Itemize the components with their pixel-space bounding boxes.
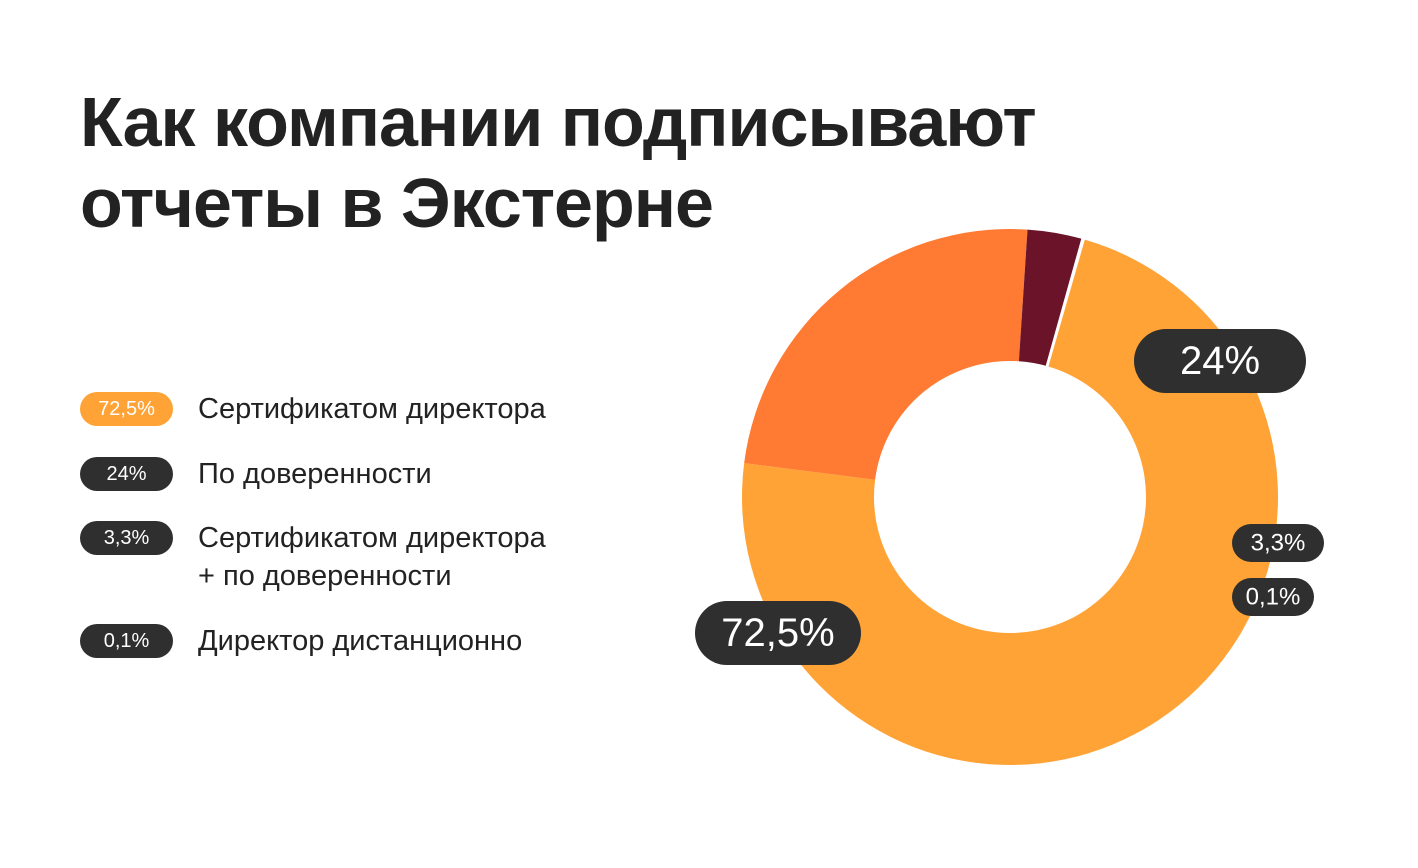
slice-label-badge bbox=[1232, 524, 1324, 562]
legend-badge: 24% bbox=[80, 457, 173, 491]
legend-label-line-2: + по доверенности bbox=[198, 560, 452, 592]
donut-slice bbox=[744, 229, 1028, 480]
legend-label: Директор дистанционно bbox=[198, 622, 522, 660]
legend-label-line: Сертификатом директора bbox=[198, 393, 546, 425]
legend-badge: 72,5% bbox=[80, 392, 173, 426]
legend-badge: 0,1% bbox=[80, 624, 173, 658]
slice-label-badge bbox=[1232, 578, 1314, 616]
slice-label: 24% bbox=[1134, 329, 1306, 393]
slice-label-text: 0,1% bbox=[1246, 584, 1301, 611]
donut-slices bbox=[742, 229, 1278, 766]
legend-label-line: Директор дистанционно bbox=[198, 625, 523, 657]
legend-label: По доверенности bbox=[198, 455, 432, 493]
donut-slice bbox=[1045, 237, 1086, 368]
legend-item-remote-director: 0,1% Директор дистанционно bbox=[80, 624, 522, 660]
legend-item-power-of-attorney: 24% По доверенности bbox=[80, 457, 432, 493]
legend-label: Сертификатом директора bbox=[198, 390, 546, 428]
title-line-1: Как компании подписывают bbox=[80, 83, 1037, 161]
donut-slice bbox=[1018, 229, 1083, 367]
slice-label: 72,5% bbox=[695, 601, 861, 665]
slice-label-text: 24% bbox=[1180, 339, 1260, 383]
legend-label: Сертификатом директора + по доверенности bbox=[198, 519, 546, 595]
slice-label-text: 3,3% bbox=[1251, 530, 1306, 557]
legend-badge: 3,3% bbox=[80, 521, 173, 555]
legend-item-combined: 3,3% Сертификатом директора + по доверен… bbox=[80, 521, 546, 595]
legend-label-line: По доверенности bbox=[198, 458, 432, 490]
chart-title: Как компании подписывают отчеты в Экстер… bbox=[80, 82, 1180, 243]
slice-label-badge bbox=[695, 601, 861, 665]
slice-label: 0,1% bbox=[1232, 578, 1314, 616]
slice-label: 3,3% bbox=[1232, 524, 1324, 562]
legend-label-line: Сертификатом директора bbox=[198, 522, 546, 554]
title-line-2: отчеты в Экстерне bbox=[80, 163, 714, 242]
slice-label-text: 72,5% bbox=[721, 611, 834, 655]
legend-item-director-certificate: 72,5% Сертификатом директора bbox=[80, 392, 546, 428]
slice-label-badge bbox=[1134, 329, 1306, 393]
donut-labels: 72,5% 24% 3,3% 0,1% bbox=[695, 329, 1324, 665]
